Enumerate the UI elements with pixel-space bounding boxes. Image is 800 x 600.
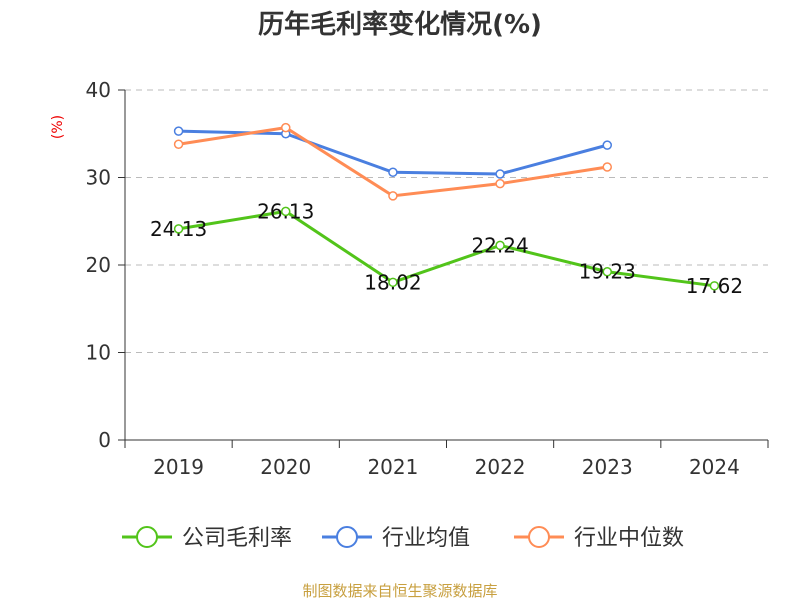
data-point [388, 277, 398, 288]
data-point [281, 206, 291, 217]
x-tick-label: 2020 [260, 455, 311, 479]
y-tick-label: 20 [86, 253, 111, 277]
data-point [388, 167, 398, 177]
data-label: 24.13 [150, 217, 207, 241]
data-label: 19.23 [579, 260, 636, 284]
data-point [602, 162, 612, 172]
legend-item-label: 公司毛利率 [182, 526, 292, 551]
legend-marker-icon [528, 526, 550, 548]
data-point [388, 191, 398, 201]
legend-marker-icon [136, 526, 158, 548]
y-tick-label: 0 [98, 428, 111, 452]
x-tick-label: 2024 [689, 455, 740, 479]
series-line-0 [178, 209, 715, 288]
y-tick-label: 40 [86, 78, 111, 102]
legend-item-label: 行业均值 [382, 526, 470, 551]
data-point [173, 126, 184, 136]
y-tick-label: 30 [86, 166, 111, 190]
y-tick-label: 10 [86, 341, 111, 365]
x-tick-label: 2022 [475, 455, 526, 479]
data-point [602, 140, 612, 150]
legend-item-label: 行业中位数 [574, 526, 684, 551]
legend-marker-icon [336, 526, 358, 548]
data-label: 26.13 [257, 199, 314, 223]
data-label: 22.24 [471, 233, 528, 257]
data-point [602, 266, 612, 277]
x-tick-label: 2023 [582, 455, 633, 479]
y-axis-label: (%) [50, 115, 66, 139]
data-point [709, 281, 720, 291]
data-point [495, 240, 505, 251]
data-point [173, 224, 184, 234]
x-tick-label: 2021 [367, 455, 418, 479]
data-point [495, 169, 505, 179]
chart-title: 历年毛利率变化情况(%) [258, 9, 542, 40]
x-tick-label: 2019 [153, 455, 204, 479]
data-point [495, 178, 505, 189]
data-point [281, 122, 291, 133]
data-label: 18.02 [364, 270, 421, 294]
source-note: 制图数据来自恒生聚源数据库 [302, 582, 497, 600]
data-point [173, 139, 184, 149]
data-label: 17.62 [686, 274, 743, 298]
